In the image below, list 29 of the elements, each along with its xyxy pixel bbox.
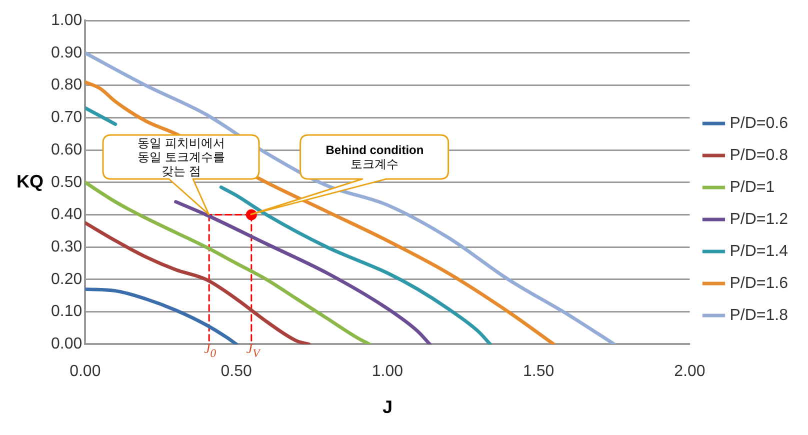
- y-tick-label: 0.80: [51, 76, 82, 94]
- y-axis-title: KQ: [16, 171, 44, 192]
- y-tick-label: 0.50: [51, 174, 82, 191]
- y-tick-label: 0.60: [51, 141, 82, 158]
- legend-label: P/D=1.6: [730, 274, 788, 292]
- annotation: J$_{V}$: [246, 342, 260, 360]
- y-tick-label: 0.20: [51, 270, 82, 288]
- y-tick-label: 0.70: [51, 109, 82, 126]
- x-tick-label: 0.50: [220, 363, 252, 380]
- x-tick-label: 1.50: [523, 363, 554, 380]
- y-tick-label: 0.30: [51, 238, 82, 256]
- legend-label: P/D=1.8: [730, 306, 788, 324]
- y-tick-label: 0.10: [51, 303, 82, 320]
- x-tick-label: 0.00: [70, 363, 101, 380]
- legend-label: P/D=1.4: [730, 242, 788, 260]
- x-axis-title: J: [382, 397, 392, 418]
- x-tick-label: 1.00: [372, 363, 404, 380]
- annotation: J$_{0}$: [204, 342, 216, 360]
- legend-label: P/D=1.2: [730, 210, 788, 228]
- annotation: Behind condition 토크계수: [326, 143, 424, 172]
- y-tick-label: 0.40: [51, 206, 82, 224]
- legend-label: P/D=0.8: [730, 146, 788, 164]
- y-tick-label: 0.90: [51, 44, 82, 62]
- annotation: 동일 피치비에서 동일 토크계수를 갖는 점: [138, 136, 225, 178]
- y-tick-label: 0.00: [51, 336, 82, 353]
- legend-label: P/D=0.6: [730, 114, 788, 132]
- legend-label: P/D=1: [730, 178, 775, 196]
- y-tick-label: 1.00: [51, 12, 82, 30]
- x-tick-label: 2.00: [674, 363, 706, 380]
